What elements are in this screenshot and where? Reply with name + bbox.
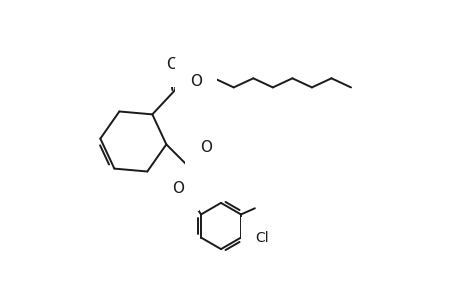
Text: O: O: [172, 181, 184, 196]
Text: O: O: [166, 57, 178, 72]
Text: O: O: [200, 140, 212, 155]
Text: Cl: Cl: [254, 230, 268, 244]
Text: O: O: [190, 74, 202, 89]
